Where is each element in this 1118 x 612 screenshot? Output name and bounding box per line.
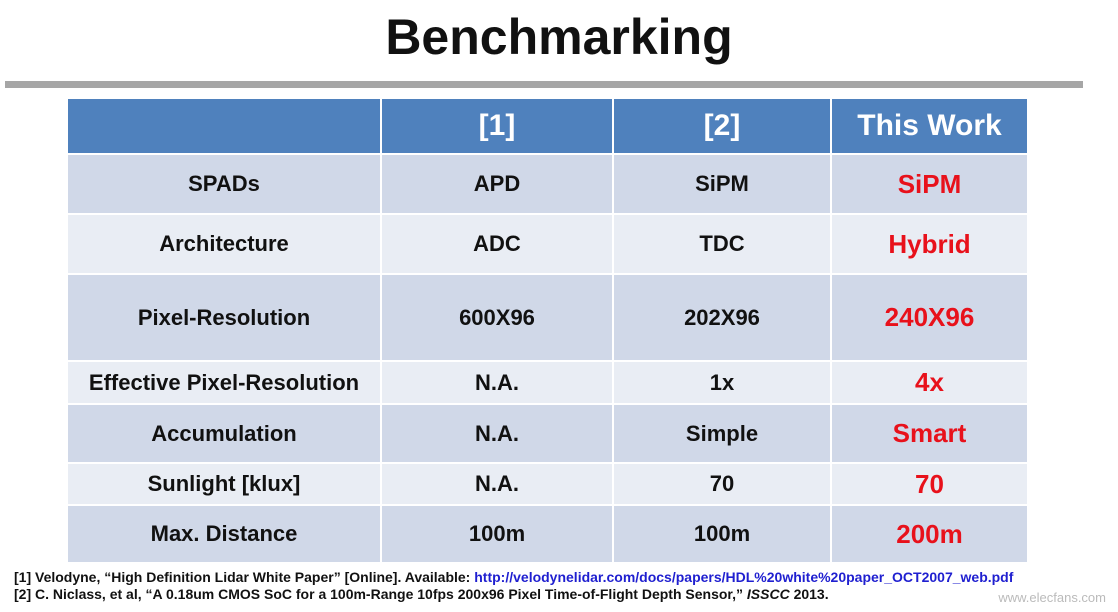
- header-cell: [2]: [612, 97, 832, 155]
- row-label: Architecture: [66, 213, 382, 275]
- table-cell: SiPM: [830, 153, 1029, 215]
- table-row: Sunlight [klux] N.A. 70 70: [66, 462, 1029, 506]
- header-cell: [1]: [380, 97, 614, 155]
- table-cell: N.A.: [380, 403, 614, 464]
- table-cell: APD: [380, 153, 614, 215]
- table-cell: 70: [830, 462, 1029, 506]
- table-cell: 100m: [380, 504, 614, 564]
- table-cell: 202X96: [612, 273, 832, 362]
- table-cell: 100m: [612, 504, 832, 564]
- footnote: [1] Velodyne, “High Definition Lidar Whi…: [14, 569, 1013, 585]
- table-row: SPADs APD SiPM SiPM: [66, 153, 1029, 215]
- row-label: Sunlight [klux]: [66, 462, 382, 506]
- row-label: Pixel-Resolution: [66, 273, 382, 362]
- header-cell: This Work: [830, 97, 1029, 155]
- table-body: SPADs APD SiPM SiPM Architecture ADC TDC Hybrid…: [66, 153, 1029, 564]
- table-cell: TDC: [612, 213, 832, 275]
- table-cell: Simple: [612, 403, 832, 464]
- title-rule: [5, 81, 1083, 88]
- footnote-venue: ISSCC: [746, 586, 790, 602]
- table-cell: ADC: [380, 213, 614, 275]
- header-row: [1] [2] This Work: [66, 97, 1029, 155]
- footnote-link[interactable]: http://velodynelidar.com/docs/papers/HDL…: [474, 569, 1014, 585]
- table-cell: 4x: [830, 360, 1029, 405]
- table-cell: Hybrid: [830, 213, 1029, 275]
- table-cell: Smart: [830, 403, 1029, 464]
- table-row: Accumulation N.A. Simple Smart: [66, 403, 1029, 464]
- table-cell: N.A.: [380, 462, 614, 506]
- table-cell: 1x: [612, 360, 832, 405]
- row-label: Max. Distance: [66, 504, 382, 564]
- table-row: Architecture ADC TDC Hybrid: [66, 213, 1029, 275]
- row-label: Accumulation: [66, 403, 382, 464]
- header-cell: [66, 97, 382, 155]
- table-row: Effective Pixel-Resolution N.A. 1x 4x: [66, 360, 1029, 405]
- table-cell: N.A.: [380, 360, 614, 405]
- table-cell: SiPM: [612, 153, 832, 215]
- table-cell: 200m: [830, 504, 1029, 564]
- table-row: Max. Distance 100m 100m 200m: [66, 504, 1029, 564]
- row-label: Effective Pixel-Resolution: [66, 360, 382, 405]
- footnote-text: [1] Velodyne, “High Definition Lidar Whi…: [14, 569, 475, 585]
- table-cell: 70: [612, 462, 832, 506]
- table-cell: 240X96: [830, 273, 1029, 362]
- watermark: www.elecfans.com: [998, 590, 1106, 605]
- footnote: [2] C. Niclass, et al, “A 0.18um CMOS So…: [14, 586, 829, 602]
- footnote-text: [2] C. Niclass, et al, “A 0.18um CMOS So…: [14, 586, 747, 602]
- table-cell: 600X96: [380, 273, 614, 362]
- benchmark-table: [1] [2] This Work SPADs APD SiPM SiPM Architec…: [66, 97, 1029, 564]
- footnote-text: 2013.: [789, 586, 829, 602]
- table-row: Pixel-Resolution 600X96 202X96 240X96: [66, 273, 1029, 362]
- row-label: SPADs: [66, 153, 382, 215]
- slide-title: Benchmarking: [385, 9, 733, 65]
